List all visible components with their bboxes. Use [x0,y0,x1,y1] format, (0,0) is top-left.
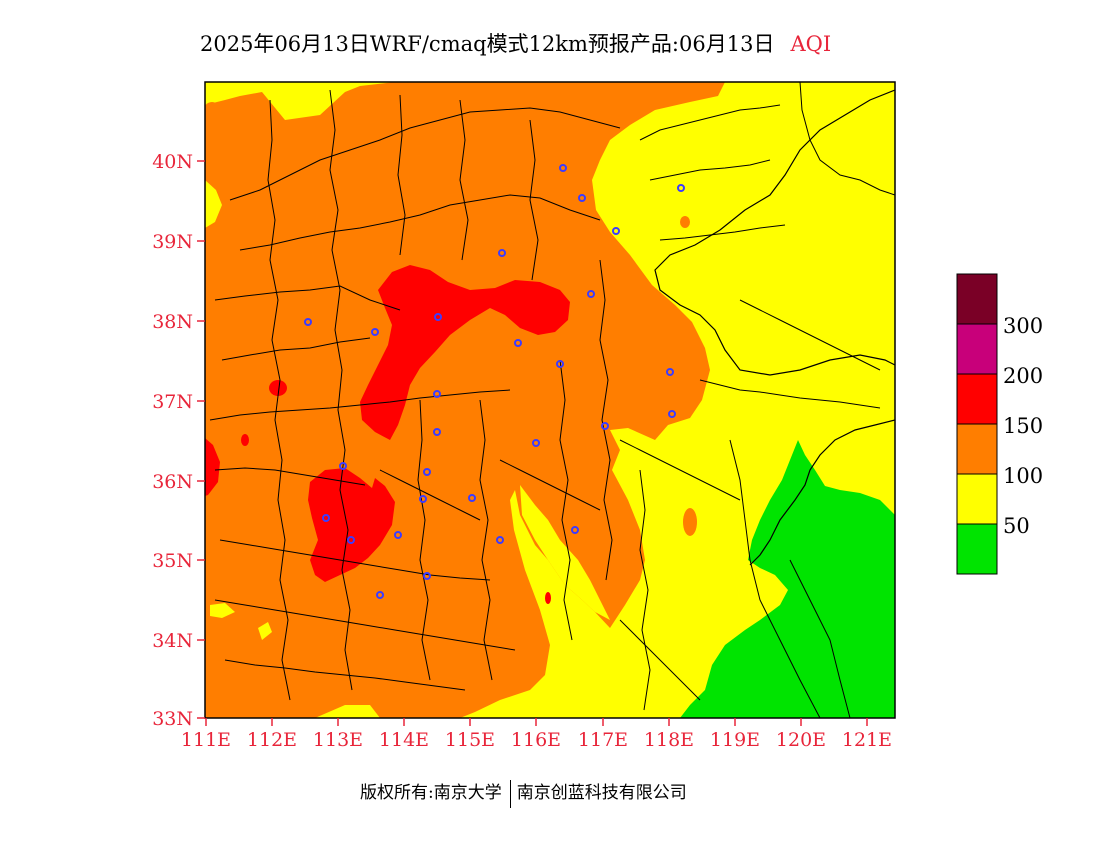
lon-label: 111E [181,729,231,751]
legend-label: 100 [1003,464,1043,488]
city-marker [394,531,402,539]
city-marker [498,249,506,257]
city-markers [304,164,685,599]
legend-labels: 300 200 150 100 50 [1003,314,1043,538]
city-marker [433,428,441,436]
coastline [654,89,895,566]
aqi-spot-orange-2 [680,216,690,228]
lat-label: 33N [152,708,193,730]
lon-label: 118E [644,729,694,751]
lon-label: 121E [842,729,892,751]
lon-label: 120E [776,729,826,751]
city-marker [496,536,504,544]
aqi-patch-yellow-sw [210,603,235,618]
aqi-band-unhealthy-north [360,265,570,440]
lat-ticks [197,160,205,719]
aqi-patch-yellow-east [520,485,610,620]
lat-label: 35N [152,550,193,572]
aqi-spot-red-3 [545,592,551,604]
city-marker [571,526,579,534]
city-marker [677,184,685,192]
legend-swatch-100 [956,473,998,525]
aqi-spot-orange-3 [205,102,221,122]
lon-labels: 111E 112E 113E 114E 115E 116E 117E 118E … [181,729,892,751]
aqi-patch-yellow-nw [205,180,222,228]
lon-label: 113E [313,729,363,751]
city-marker [601,422,609,430]
lon-label: 112E [247,729,297,751]
lat-label: 40N [152,151,193,173]
legend-swatch-200 [956,373,998,425]
city-marker [376,591,384,599]
city-marker [612,227,620,235]
city-marker [668,410,676,418]
copyright-footer: 版权所有:南京大学 南京创蓝科技有限公司 [360,778,780,808]
copyright-right: 南京创蓝科技有限公司 [516,783,687,803]
city-marker [419,495,427,503]
city-marker [587,290,595,298]
lat-label: 39N [152,231,193,253]
legend-swatch-50 [956,523,998,575]
city-marker [423,468,431,476]
aqi-band-unhealthy-south [308,468,395,582]
lon-label: 119E [710,729,760,751]
legend-swatch-top [956,273,998,325]
legend-label: 150 [1003,414,1043,438]
legend-swatch-300 [956,323,998,375]
city-marker [434,313,442,321]
legend-label: 300 [1003,314,1043,338]
city-marker [423,572,431,580]
lon-label: 116E [511,729,561,751]
title-main: 2025年06月13日WRF/cmaq模式12km预报产品:06月13日 [200,32,775,56]
lat-label: 34N [152,630,193,652]
lon-ticks [205,718,868,726]
aqi-band-unhealthy-west [205,438,220,496]
city-marker [514,339,522,347]
city-marker [339,462,347,470]
lat-label: 38N [152,311,193,333]
city-marker [347,536,355,544]
city-marker [322,514,330,522]
aqi-band-good [680,440,895,718]
map-title: 2025年06月13日WRF/cmaq模式12km预报产品:06月13日 AQI [200,28,900,58]
footer-separator [509,779,511,808]
legend-swatch-150 [956,423,998,475]
lat-label: 36N [152,471,193,493]
aqi-spot-red-1 [269,380,287,396]
legend-colorbar [956,273,998,575]
lon-label: 115E [445,729,495,751]
lon-label: 117E [578,729,628,751]
city-marker [304,318,312,326]
city-marker [468,494,476,502]
lat-label: 37N [152,391,193,413]
lat-labels: 40N 39N 38N 37N 36N 35N 34N 33N [152,151,193,730]
legend-label: 50 [1003,514,1030,538]
aqi-field [205,82,895,718]
city-marker [559,164,567,172]
city-marker [578,194,586,202]
boundary-lines [209,82,895,718]
aqi-spot-red-2 [241,434,249,446]
city-marker [371,328,379,336]
city-marker [433,390,441,398]
city-marker [532,439,540,447]
city-marker [666,368,674,376]
title-variable: AQI [790,32,832,56]
aqi-patch-yellow-sw2 [258,622,272,640]
map-frame [204,81,896,719]
lon-label: 114E [379,729,429,751]
aqi-spot-orange-1 [683,508,697,536]
city-marker [556,360,564,368]
legend-label: 200 [1003,364,1043,388]
copyright-left: 版权所有:南京大学 [360,783,502,803]
